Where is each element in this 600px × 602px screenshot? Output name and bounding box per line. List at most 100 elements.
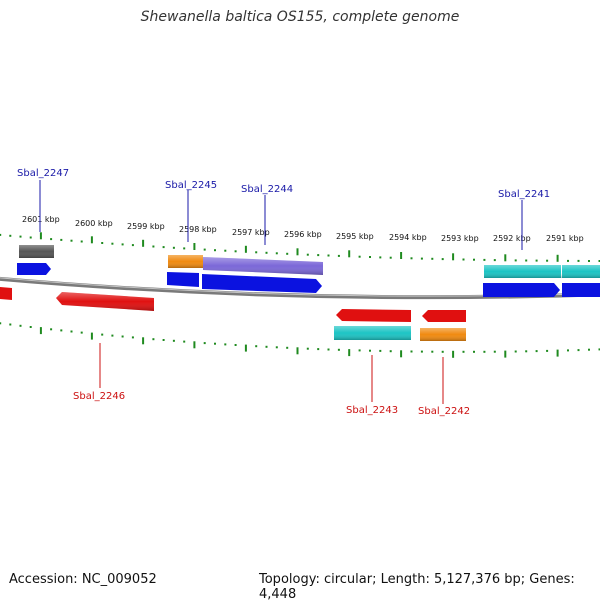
- gene-label-reverse[interactable]: Sbal_2246: [73, 391, 125, 402]
- major-tick: [400, 350, 402, 357]
- minor-tick: [60, 239, 62, 241]
- minor-tick: [421, 258, 423, 260]
- minor-tick: [567, 260, 569, 262]
- gene-label-forward[interactable]: Sbal_2241: [498, 189, 550, 200]
- minor-tick: [111, 243, 113, 245]
- major-tick: [40, 327, 42, 334]
- major-tick: [40, 232, 42, 239]
- scale-label: 2600 kbp: [75, 219, 113, 228]
- minor-tick: [81, 332, 83, 334]
- minor-tick: [578, 260, 580, 262]
- scale-label: 2597 kbp: [232, 228, 270, 237]
- gene-labels: Sbal_2247 Sbal_2245 Sbal_2244 Sbal_2241 …: [17, 168, 550, 417]
- scale-label: 2592 kbp: [493, 234, 531, 243]
- gene-arrow-red[interactable]: [336, 309, 411, 322]
- major-tick: [452, 253, 454, 260]
- gene-feature-orange-shine: [420, 328, 466, 341]
- minor-tick: [81, 241, 83, 243]
- minor-tick: [132, 244, 134, 246]
- gene-feature-gray-shine: [19, 245, 54, 258]
- minor-tick: [183, 247, 185, 249]
- minor-tick: [71, 240, 73, 242]
- major-tick: [504, 351, 506, 358]
- minor-tick: [286, 347, 288, 349]
- minor-tick: [567, 349, 569, 351]
- gene-arrow-blue[interactable]: [17, 263, 51, 275]
- minor-tick: [525, 260, 527, 262]
- major-tick: [348, 349, 350, 356]
- major-tick: [193, 243, 195, 250]
- major-tick: [91, 333, 93, 340]
- minor-tick: [266, 252, 268, 254]
- minor-tick: [276, 346, 278, 348]
- gene-label-forward[interactable]: Sbal_2244: [241, 184, 293, 195]
- minor-tick: [369, 350, 371, 352]
- gene-label-reverse[interactable]: Sbal_2243: [346, 405, 398, 416]
- minor-tick: [30, 326, 32, 328]
- major-tick: [297, 347, 299, 354]
- major-tick: [142, 337, 144, 344]
- minor-tick: [0, 322, 1, 324]
- gene-label-forward[interactable]: Sbal_2247: [17, 168, 69, 179]
- minor-tick: [9, 235, 11, 237]
- minor-tick: [483, 351, 485, 353]
- minor-tick: [224, 250, 226, 252]
- scale-label: 2594 kbp: [389, 233, 427, 242]
- reverse-tick-track: [0, 322, 600, 358]
- minor-tick: [473, 259, 475, 261]
- minor-tick: [111, 335, 113, 337]
- minor-tick: [431, 258, 433, 260]
- minor-tick: [317, 254, 319, 256]
- gene-arrow-blue[interactable]: [167, 272, 199, 287]
- minor-tick: [494, 351, 496, 353]
- minor-tick: [132, 336, 134, 338]
- gene-label-reverse[interactable]: Sbal_2242: [418, 406, 470, 417]
- gene-arrow-blue[interactable]: [202, 274, 322, 293]
- minor-tick: [50, 238, 52, 240]
- gene-feature-orange-shine: [168, 255, 203, 268]
- minor-tick: [515, 259, 517, 261]
- minor-tick: [317, 348, 319, 350]
- gene-label-forward[interactable]: Sbal_2245: [165, 180, 217, 191]
- minor-tick: [9, 324, 11, 326]
- major-tick: [452, 351, 454, 358]
- minor-tick: [546, 260, 548, 262]
- scale-label: 2598 kbp: [179, 225, 217, 234]
- gene-arrow-blue[interactable]: [562, 283, 600, 297]
- scale-label: 2593 kbp: [441, 234, 479, 243]
- minor-tick: [379, 256, 381, 258]
- minor-tick: [536, 350, 538, 352]
- minor-tick: [152, 246, 154, 248]
- minor-tick: [411, 351, 413, 353]
- gene-arrow-blue[interactable]: [483, 283, 560, 297]
- minor-tick: [307, 254, 309, 256]
- minor-tick: [328, 349, 330, 351]
- minor-tick: [20, 325, 22, 327]
- genome-summary-text: Topology: circular; Length: 5,127,376 bp…: [259, 572, 600, 602]
- minor-tick: [235, 344, 237, 346]
- minor-tick: [338, 349, 340, 351]
- gene-arrow-red[interactable]: [0, 287, 12, 300]
- minor-tick: [173, 340, 175, 342]
- minor-tick: [214, 249, 216, 251]
- gene-feature-cyan-shine: [334, 326, 411, 340]
- gene-arrow-red[interactable]: [422, 310, 466, 322]
- minor-tick: [0, 234, 1, 236]
- minor-tick: [588, 349, 590, 351]
- scale-label: 2596 kbp: [284, 230, 322, 239]
- minor-tick: [421, 351, 423, 353]
- minor-tick: [204, 342, 206, 344]
- minor-tick: [525, 350, 527, 352]
- major-tick: [245, 345, 247, 352]
- minor-tick: [60, 329, 62, 331]
- minor-tick: [411, 257, 413, 259]
- major-tick: [400, 252, 402, 259]
- minor-tick: [163, 246, 165, 248]
- minor-tick: [20, 236, 22, 238]
- major-tick: [557, 350, 559, 357]
- minor-tick: [122, 336, 124, 338]
- minor-tick: [101, 242, 103, 244]
- minor-tick: [173, 247, 175, 249]
- gene-feature-purple-shine: [203, 257, 323, 275]
